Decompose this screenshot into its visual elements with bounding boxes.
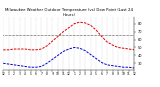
Title: Milwaukee Weather Outdoor Temperature (vs) Dew Point (Last 24 Hours): Milwaukee Weather Outdoor Temperature (v… [5,8,133,17]
